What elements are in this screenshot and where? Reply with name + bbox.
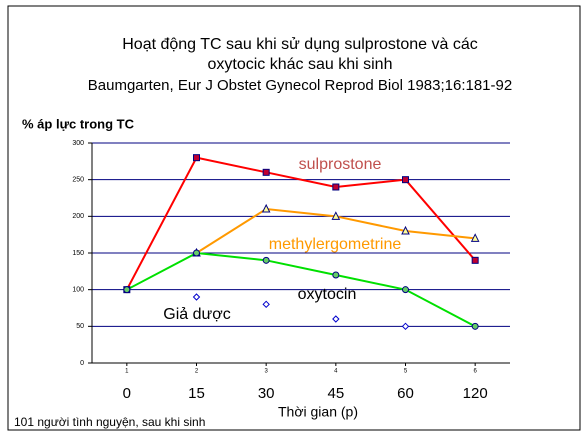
x-category-label: 30 [258,385,275,402]
x-tick-label: 3 [264,369,268,375]
x-category-label: 15 [188,385,205,402]
y-tick-label: 300 [72,140,84,147]
data-point [192,293,201,301]
chart-subtitle: Baumgarten, Eur J Obstet Gynecol Reprod … [88,77,512,94]
data-point [123,286,131,294]
data-point [262,256,270,264]
series-label: sulprostone [299,156,382,173]
y-tick-label: 150 [72,250,84,257]
data-point [193,154,200,162]
chart-title: Hoạt động TC sau khi sử dụng sulprostone… [122,36,478,53]
data-point [401,322,410,331]
data-point [470,233,480,242]
data-point [331,211,341,220]
y-tick-label: 100 [72,287,84,294]
data-point [402,176,409,184]
x-category-label: 45 [327,385,344,402]
data-point [262,300,270,309]
data-point [332,183,340,191]
data-point [471,322,479,330]
series-label: Giả dược [163,306,230,323]
data-point [402,286,409,294]
x-axis-label: Thời gian (p) [278,404,358,420]
data-point [332,315,340,323]
y-tick-label: 0 [80,360,84,367]
x-tick-label: 5 [404,369,408,375]
series-label: methylergometrine [269,236,402,253]
y-tick-label: 250 [72,177,84,184]
data-point [332,271,340,279]
x-tick-label: 4 [334,369,338,375]
x-category-label: 60 [397,385,414,402]
y-tick-label: 200 [72,213,84,220]
x-category-label: 0 [123,385,131,402]
data-point [261,203,271,213]
chart-title: oxytocic khác sau khi sinh [208,56,393,73]
series-label: oxytocin [298,286,357,303]
data-point [401,225,410,235]
data-point [262,168,270,176]
footnote: 101 người tình nguyện, sau khi sinh [14,415,205,429]
y-axis-label: % áp lực trong TC [22,116,135,131]
data-point [471,256,479,264]
x-tick-label: 2 [195,369,199,375]
y-tick-label: 50 [76,323,84,330]
x-tick-label: 1 [125,369,129,375]
data-point [193,249,200,257]
frame [7,5,581,431]
series-line [125,156,476,291]
series-line [126,251,476,328]
x-category-label: 120 [463,385,488,402]
x-tick-label: 6 [473,369,477,375]
